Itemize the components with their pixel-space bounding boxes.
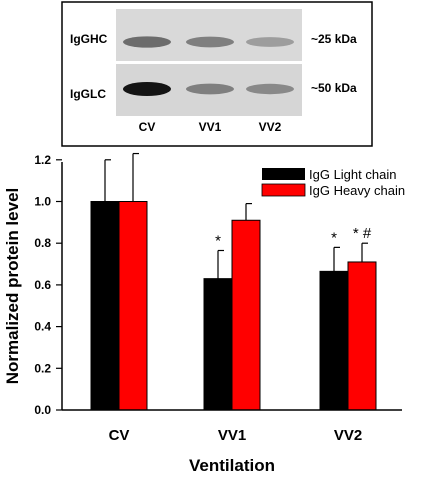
bar [203, 278, 233, 411]
blot-band [246, 83, 294, 95]
blot-band [186, 36, 234, 48]
blot-band [186, 83, 234, 95]
y-tick-label: 0.2 [34, 361, 51, 375]
significance-marker: * [331, 229, 337, 246]
lane-label-vv2: VV2 [259, 120, 282, 134]
x-category-label: VV1 [218, 427, 246, 444]
legend-swatch-heavy [261, 183, 306, 197]
y-tick-label: 0.0 [34, 403, 51, 417]
y-axis-ticks: 0.0 0.2 0.4 0.6 0.8 1.0 1.2 [34, 153, 62, 417]
blot-bands [123, 36, 294, 96]
bars-layer [90, 201, 377, 411]
significance-marker: * # [353, 225, 372, 242]
y-tick-label: 0.4 [34, 320, 51, 334]
y-tick-label: 0.8 [34, 236, 51, 250]
western-blot-panel: IgGHC IgGLC ~25 kDa ~50 kDa CV VV1 VV2 [61, 1, 373, 147]
lane-label-cv: CV [139, 120, 156, 134]
lane-label-vv1: VV1 [199, 120, 222, 134]
legend-label-light: IgG Light chain [309, 167, 396, 182]
bar [231, 219, 261, 411]
x-axis-labels: CV VV1 VV2 [109, 427, 363, 444]
error-bars-layer [104, 152, 368, 279]
x-axis-title: Ventilation [189, 456, 275, 475]
significance-markers: * * * # [215, 225, 372, 249]
legend-swatch-light [262, 168, 305, 180]
blot-band [123, 82, 171, 96]
x-category-label: VV2 [334, 427, 362, 444]
x-category-label: CV [109, 427, 130, 444]
bar-chart: 0.0 0.2 0.4 0.6 0.8 1.0 1.2 * * * # CV VV1 VV2 Nor… [3, 153, 405, 475]
blot-band [246, 37, 294, 47]
blot-row-label-light: IgGLC [70, 87, 106, 101]
bar [319, 270, 349, 411]
legend-label-heavy: IgG Heavy chain [309, 183, 405, 198]
bar [118, 201, 148, 411]
blot-band [123, 36, 171, 48]
significance-marker: * [215, 232, 221, 249]
bar [90, 201, 120, 411]
y-tick-label: 0.6 [34, 278, 51, 292]
y-axis-title: Normalized protein level [3, 188, 22, 385]
y-tick-label: 1.2 [34, 153, 51, 167]
legend: IgG Light chain IgG Heavy chain [261, 167, 405, 198]
blot-row-label-heavy: IgGHC [70, 32, 108, 46]
y-tick-label: 1.0 [34, 195, 51, 209]
blot-size-label-light: ~50 kDa [311, 81, 357, 95]
blot-size-label-heavy: ~25 kDa [311, 32, 357, 46]
bar [347, 261, 377, 411]
blot-strip-top [116, 9, 302, 61]
